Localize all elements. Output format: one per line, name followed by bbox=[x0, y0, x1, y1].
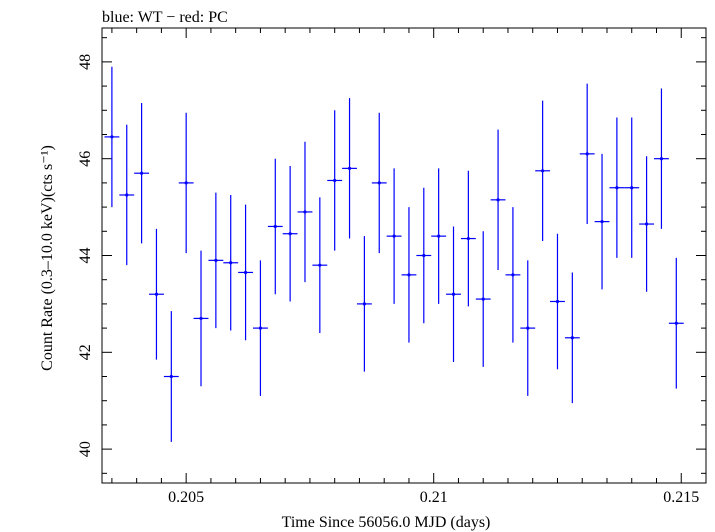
x-tick-label: 0.215 bbox=[663, 489, 699, 506]
point-marker bbox=[184, 181, 188, 185]
data-point bbox=[149, 228, 164, 360]
data-point bbox=[416, 187, 432, 324]
chart-title: blue: WT − red: PC bbox=[102, 9, 228, 26]
point-marker bbox=[288, 232, 292, 236]
point-marker bbox=[214, 258, 218, 262]
data-point bbox=[579, 83, 595, 225]
point-marker bbox=[511, 273, 515, 277]
data-point bbox=[297, 141, 313, 283]
x-tick-label: 0.21 bbox=[420, 489, 448, 506]
data-point bbox=[327, 110, 343, 251]
point-marker bbox=[570, 336, 574, 340]
y-tick-label: 48 bbox=[77, 54, 94, 70]
point-marker bbox=[258, 326, 263, 330]
data-point bbox=[178, 112, 194, 254]
data-point bbox=[505, 207, 521, 343]
point-marker bbox=[496, 198, 500, 202]
data-point bbox=[550, 233, 565, 370]
data-point bbox=[104, 66, 120, 208]
y-tick-label: 46 bbox=[77, 151, 94, 167]
data-point bbox=[624, 117, 640, 258]
y-axis: 40 42 44 46 48 bbox=[77, 37, 706, 474]
point-marker bbox=[347, 166, 352, 170]
data-point bbox=[267, 158, 283, 295]
point-marker bbox=[555, 299, 560, 304]
point-marker bbox=[273, 224, 277, 229]
point-marker bbox=[644, 222, 649, 226]
point-marker bbox=[630, 186, 634, 190]
point-marker bbox=[659, 157, 664, 161]
point-marker bbox=[541, 169, 545, 173]
point-marker bbox=[140, 171, 144, 175]
data-point bbox=[475, 231, 491, 367]
y-tick-label: 40 bbox=[77, 441, 94, 457]
data-point bbox=[386, 168, 402, 304]
point-marker bbox=[466, 236, 470, 241]
data-point bbox=[356, 236, 372, 372]
data-point bbox=[193, 250, 209, 387]
point-marker bbox=[526, 326, 530, 330]
x-axis: 0.205 0.21 0.215 bbox=[111, 28, 707, 506]
data-point bbox=[253, 260, 268, 396]
point-marker bbox=[303, 210, 307, 214]
data-point bbox=[342, 98, 357, 239]
data-point bbox=[520, 260, 536, 396]
data-point bbox=[312, 197, 328, 333]
point-marker bbox=[318, 263, 322, 267]
point-marker bbox=[481, 297, 485, 301]
y-axis-label: Count Rate (0.3–10.0 keV)(cts s⁻¹) bbox=[39, 145, 56, 371]
point-marker bbox=[585, 152, 589, 156]
point-marker bbox=[362, 302, 366, 306]
point-marker bbox=[199, 316, 203, 321]
data-point bbox=[119, 124, 135, 266]
data-point bbox=[238, 204, 253, 341]
point-marker bbox=[377, 181, 381, 185]
data-point bbox=[668, 257, 684, 389]
data-point bbox=[594, 153, 610, 290]
point-marker bbox=[333, 178, 337, 183]
data-point bbox=[223, 194, 239, 331]
data-point bbox=[208, 192, 224, 329]
point-marker bbox=[154, 292, 159, 296]
data-point bbox=[371, 112, 387, 254]
point-marker bbox=[451, 292, 456, 296]
point-marker bbox=[110, 135, 114, 139]
data-point bbox=[163, 311, 179, 442]
data-point bbox=[134, 103, 150, 244]
point-marker bbox=[169, 374, 173, 379]
point-marker bbox=[407, 273, 411, 277]
data-series bbox=[104, 66, 684, 442]
data-point bbox=[609, 117, 625, 258]
data-point bbox=[535, 100, 551, 241]
x-tick-label: 0.205 bbox=[168, 489, 204, 506]
data-point bbox=[564, 272, 580, 404]
x-axis-label: Time Since 56056.0 MJD (days) bbox=[282, 514, 491, 531]
data-point bbox=[401, 207, 417, 343]
plot-frame bbox=[101, 27, 707, 484]
data-point bbox=[639, 156, 655, 292]
y-tick-label: 42 bbox=[77, 344, 94, 360]
data-point bbox=[282, 165, 298, 302]
point-marker bbox=[125, 193, 129, 197]
point-marker bbox=[422, 253, 426, 258]
point-marker bbox=[243, 270, 248, 275]
data-point bbox=[431, 168, 447, 304]
point-marker bbox=[437, 234, 441, 238]
data-point bbox=[490, 129, 506, 271]
point-marker bbox=[615, 186, 619, 190]
point-marker bbox=[600, 220, 604, 224]
data-point bbox=[460, 170, 476, 307]
data-point bbox=[654, 88, 669, 229]
y-tick-label: 44 bbox=[77, 248, 94, 264]
data-point bbox=[446, 226, 461, 362]
point-marker bbox=[674, 321, 678, 325]
point-marker bbox=[392, 234, 396, 238]
point-marker bbox=[229, 261, 233, 265]
